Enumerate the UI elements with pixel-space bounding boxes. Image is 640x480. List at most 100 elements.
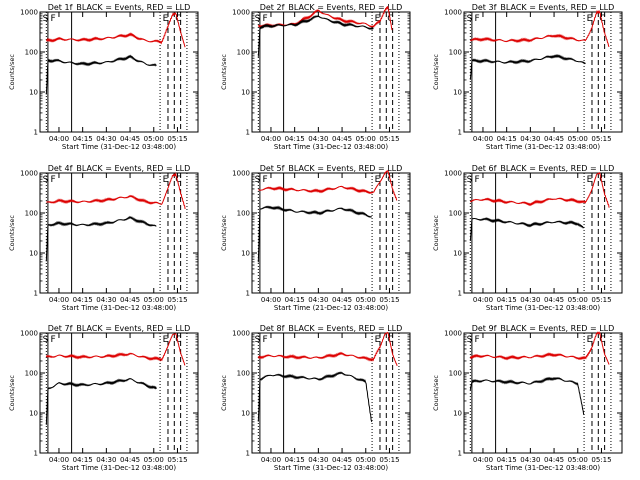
x-tick-label: 05:15 (167, 456, 187, 464)
marker-E: E (587, 14, 593, 24)
x-tick-label: 04:00 (49, 296, 69, 304)
panel-1: Det 1f_BLACK = Events, RED = LLD 1 10 100 10… (8, 3, 199, 151)
series-lld-line (46, 171, 186, 209)
plot-frame (39, 172, 199, 294)
plot-frame (39, 332, 199, 454)
y-tick-label: 1000 (20, 170, 38, 178)
marker-E: E (587, 175, 593, 185)
x-tick-label: 05:00 (568, 296, 588, 304)
y-axis-label: Counts/sec (432, 215, 440, 251)
y-tick-label: 1 (34, 129, 38, 137)
x-tick-label: 05:15 (379, 456, 399, 464)
x-tick-label: 05:00 (568, 135, 588, 143)
panel-title: Det 8f_BLACK = Events, RED = LLD (260, 324, 403, 333)
panel-2: Det 2f_BLACK = Events, RED = LLD 1 10 100 10… (220, 3, 411, 151)
marker-S: S (43, 175, 49, 185)
y-tick-label: 100 (237, 210, 250, 218)
x-tick-label: 05:00 (144, 296, 164, 304)
marker-S: S (255, 14, 261, 24)
x-tick-label: 04:00 (49, 135, 69, 143)
y-tick-label: 1 (458, 450, 462, 458)
plot-frame (463, 11, 623, 133)
y-tick-label: 100 (237, 49, 250, 57)
y-tick-label: 100 (237, 370, 250, 378)
y-tick-label: 10 (29, 250, 38, 258)
panel-5: Det 5f_BLACK = Events, RED = LLD 1 10 100 10… (220, 164, 411, 312)
series-events-line (469, 53, 586, 80)
x-tick-label: 05:15 (591, 135, 611, 143)
x-tick-label: 04:45 (332, 456, 352, 464)
x-tick-label: 04:15 (497, 456, 517, 464)
y-axis-label: Counts/sec (8, 215, 16, 251)
x-tick-label: 04:45 (120, 456, 140, 464)
marker-F: F (262, 335, 267, 345)
marker-S: S (43, 335, 49, 345)
x-tick-label: 05:15 (379, 135, 399, 143)
x-tick-label: 04:00 (49, 456, 69, 464)
marker-F: F (474, 175, 479, 185)
x-tick-label: 04:45 (544, 456, 564, 464)
plot-frame (251, 11, 411, 133)
y-tick-label: 1000 (444, 9, 462, 17)
panel-9: Det 9f_BLACK = Events, RED = LLD 1 10 100 10… (432, 324, 623, 472)
panel-title: Det 4f_BLACK = Events, RED = LLD (48, 164, 191, 173)
marker-S: S (43, 14, 49, 24)
y-axis-label: Counts/sec (8, 375, 16, 411)
y-tick-label: 100 (25, 210, 38, 218)
x-tick-label: 04:00 (261, 296, 281, 304)
marker-C: C (599, 175, 605, 185)
x-axis-label: Start Time (31-Dec-12 03:48:00) (62, 464, 176, 472)
x-tick-label: 04:15 (285, 456, 305, 464)
panel-title: Det 6f_BLACK = Events, RED = LLD (472, 164, 615, 173)
x-tick-label: 05:15 (167, 296, 187, 304)
series-events-line (45, 54, 157, 95)
series-lld-line (469, 9, 610, 48)
series-events-line (257, 205, 372, 263)
x-axis-label: Start Time (31-Dec-12 03:48:00) (274, 464, 388, 472)
y-tick-label: 1 (246, 290, 250, 298)
marker-C: C (175, 175, 181, 185)
y-tick-label: 10 (241, 410, 250, 418)
x-axis-label: Start Time (31-Dec-12 03:48:00) (62, 304, 176, 312)
panel-6: Det 6f_BLACK = Events, RED = LLD 1 10 100 10… (432, 164, 623, 312)
marker-F: F (50, 175, 55, 185)
x-tick-label: 04:45 (332, 296, 352, 304)
y-axis-label: Counts/sec (220, 54, 228, 90)
x-tick-label: 04:30 (96, 456, 116, 464)
series-lld-line (45, 333, 186, 366)
marker-S: S (467, 14, 473, 24)
marker-S: S (255, 175, 261, 185)
x-tick-label: 04:30 (308, 135, 328, 143)
y-tick-label: 10 (241, 250, 250, 258)
series-events-line (45, 377, 157, 425)
x-tick-label: 05:15 (167, 135, 187, 143)
marker-F: F (262, 14, 267, 24)
x-tick-label: 04:30 (520, 456, 540, 464)
y-tick-label: 100 (25, 370, 38, 378)
y-tick-label: 1 (458, 290, 462, 298)
y-tick-label: 1 (34, 450, 38, 458)
marker-S: S (467, 175, 473, 185)
x-axis-label: Start Time (31-Dec-12 03:48:00) (486, 464, 600, 472)
x-tick-label: 05:15 (591, 456, 611, 464)
x-tick-label: 04:00 (473, 135, 493, 143)
panel-7: Det 7f_BLACK = Events, RED = LLD 1 10 100 10… (8, 324, 199, 472)
y-tick-label: 1000 (232, 170, 250, 178)
y-axis-label: Counts/sec (432, 54, 440, 90)
x-tick-label: 04:30 (520, 296, 540, 304)
marker-E: E (163, 335, 169, 345)
series-events-line (257, 15, 374, 57)
x-tick-label: 05:00 (568, 456, 588, 464)
y-tick-label: 1 (246, 129, 250, 137)
marker-E: E (587, 335, 593, 345)
x-tick-label: 04:30 (308, 296, 328, 304)
panel-title: Det 5f_BLACK = Events, RED = LLD (260, 164, 403, 173)
x-tick-label: 05:15 (379, 296, 399, 304)
panel-title: Det 9f_BLACK = Events, RED = LLD (472, 324, 615, 333)
y-tick-label: 10 (453, 410, 462, 418)
plot-frame (251, 332, 411, 454)
series-lld-line (257, 331, 398, 367)
y-tick-label: 1 (246, 450, 250, 458)
x-tick-label: 05:00 (356, 135, 376, 143)
x-tick-label: 05:00 (144, 456, 164, 464)
